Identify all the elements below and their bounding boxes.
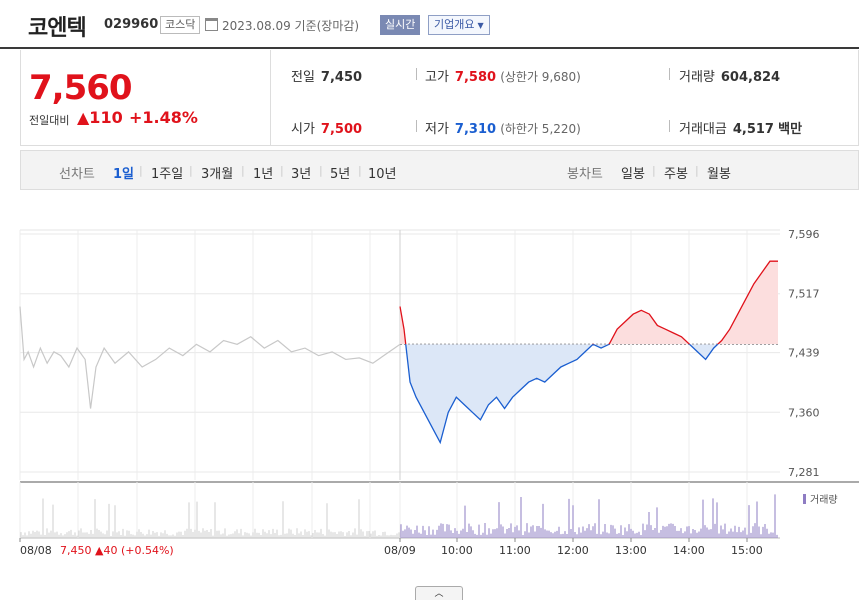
prev-day-info: 7,450 ▲40 (+0.54%) xyxy=(60,544,174,557)
up-area xyxy=(400,261,778,345)
y-tick-label: 7,281 xyxy=(788,466,820,479)
header-divider xyxy=(0,47,859,49)
period-5y[interactable]: 5년 xyxy=(330,167,351,182)
x-tick-label: 11:00 xyxy=(499,544,531,557)
today-line-down xyxy=(405,344,719,445)
candle-chart-label: 봉차트 xyxy=(567,167,603,182)
volume-bars xyxy=(20,494,778,538)
x-tick-label: 15:00 xyxy=(731,544,763,557)
chart-lines xyxy=(19,260,778,445)
candle-daily[interactable]: 일봉 xyxy=(621,167,645,182)
trade-amount: 거래대금 4,517 백만 xyxy=(679,122,803,137)
prev-day-line xyxy=(19,306,401,409)
stock-header: 코엔텍 029960 코스닥 2023.08.09 기준(장마감) 실시간 기업… xyxy=(0,0,859,48)
open-price: 시가 7,500 xyxy=(291,122,363,137)
change-value: ▲110 xyxy=(77,108,123,127)
volume-legend-swatch xyxy=(803,494,806,504)
candle-monthly[interactable]: 월봉 xyxy=(707,167,731,182)
separator: | xyxy=(139,164,143,177)
volume-legend: 거래량 xyxy=(810,494,838,506)
down-area xyxy=(405,344,718,443)
y-axis-ticks: 7,596 7,517 7,439 7,360 7,281 xyxy=(788,228,820,479)
chart-areas xyxy=(400,261,778,443)
price-divider xyxy=(270,50,271,146)
separator: | xyxy=(652,164,656,177)
volume: 거래량 604,824 xyxy=(679,70,781,85)
date-basis: 2023.08.09 기준(장마감) xyxy=(222,19,360,33)
market-badge: 코스닥 xyxy=(160,16,201,34)
realtime-button[interactable]: 실시간 xyxy=(380,15,421,35)
separator: | xyxy=(241,164,245,177)
stock-code: 029960 xyxy=(104,17,159,32)
high-price: 고가 7,580 (상한가 9,680) xyxy=(425,70,581,85)
collapse-toggle[interactable]: ︿ xyxy=(415,586,463,600)
period-1w[interactable]: 1주일 xyxy=(151,167,184,182)
candle-weekly[interactable]: 주봉 xyxy=(664,167,688,182)
current-price: 7,560 xyxy=(29,68,133,108)
x-tick-label: 14:00 xyxy=(673,544,705,557)
change-percent: +1.48% xyxy=(129,108,198,127)
change-label: 전일대비 xyxy=(29,114,70,127)
company-overview-dropdown[interactable]: 기업개요 ▼ xyxy=(428,15,490,35)
line-chart-label: 선차트 xyxy=(59,167,95,182)
separator xyxy=(416,68,417,80)
x-tick-label: 13:00 xyxy=(615,544,647,557)
price-summary: 7,560 전일대비 ▲110 +1.48% 전일 7,450 고가 7,580 (… xyxy=(20,50,859,146)
stock-name: 코엔텍 xyxy=(28,16,87,41)
period-3m[interactable]: 3개월 xyxy=(201,167,234,182)
separator: | xyxy=(695,164,699,177)
separator: | xyxy=(358,164,362,177)
separator: | xyxy=(189,164,193,177)
x-tick-label: 10:00 xyxy=(441,544,473,557)
chevron-down-icon: ▼ xyxy=(477,21,484,30)
period-1y[interactable]: 1년 xyxy=(253,167,274,182)
separator: | xyxy=(319,164,323,177)
low-price: 저가 7,310 (하한가 5,220) xyxy=(425,122,581,137)
separator xyxy=(669,120,670,132)
period-10y[interactable]: 10년 xyxy=(368,167,397,182)
separator xyxy=(669,68,670,80)
y-tick-label: 7,360 xyxy=(788,406,820,419)
y-tick-label: 7,517 xyxy=(788,288,820,301)
calendar-icon xyxy=(205,18,218,31)
period-nav: 선차트 1일 | 1주일 | 3개월 | 1년 | 3년 | 5년 | 10년 … xyxy=(20,150,859,190)
period-3y[interactable]: 3년 xyxy=(291,167,312,182)
x-tick-label: 08/08 xyxy=(20,544,52,557)
separator: | xyxy=(280,164,284,177)
y-tick-label: 7,439 xyxy=(788,347,820,360)
intraday-chart: 7,596 7,517 7,439 7,360 7,281 08/08 08/09 10:0… xyxy=(19,228,859,557)
separator xyxy=(416,120,417,132)
x-tick-label: 12:00 xyxy=(557,544,589,557)
period-1d[interactable]: 1일 xyxy=(113,167,135,182)
x-axis-ticks: 08/08 08/09 10:00 11:00 12:00 13:00 14:00 15:00 xyxy=(19,538,763,557)
x-tick-label: 08/09 xyxy=(384,544,416,557)
prev-close: 전일 7,450 xyxy=(291,70,363,85)
y-tick-label: 7,596 xyxy=(788,228,820,241)
